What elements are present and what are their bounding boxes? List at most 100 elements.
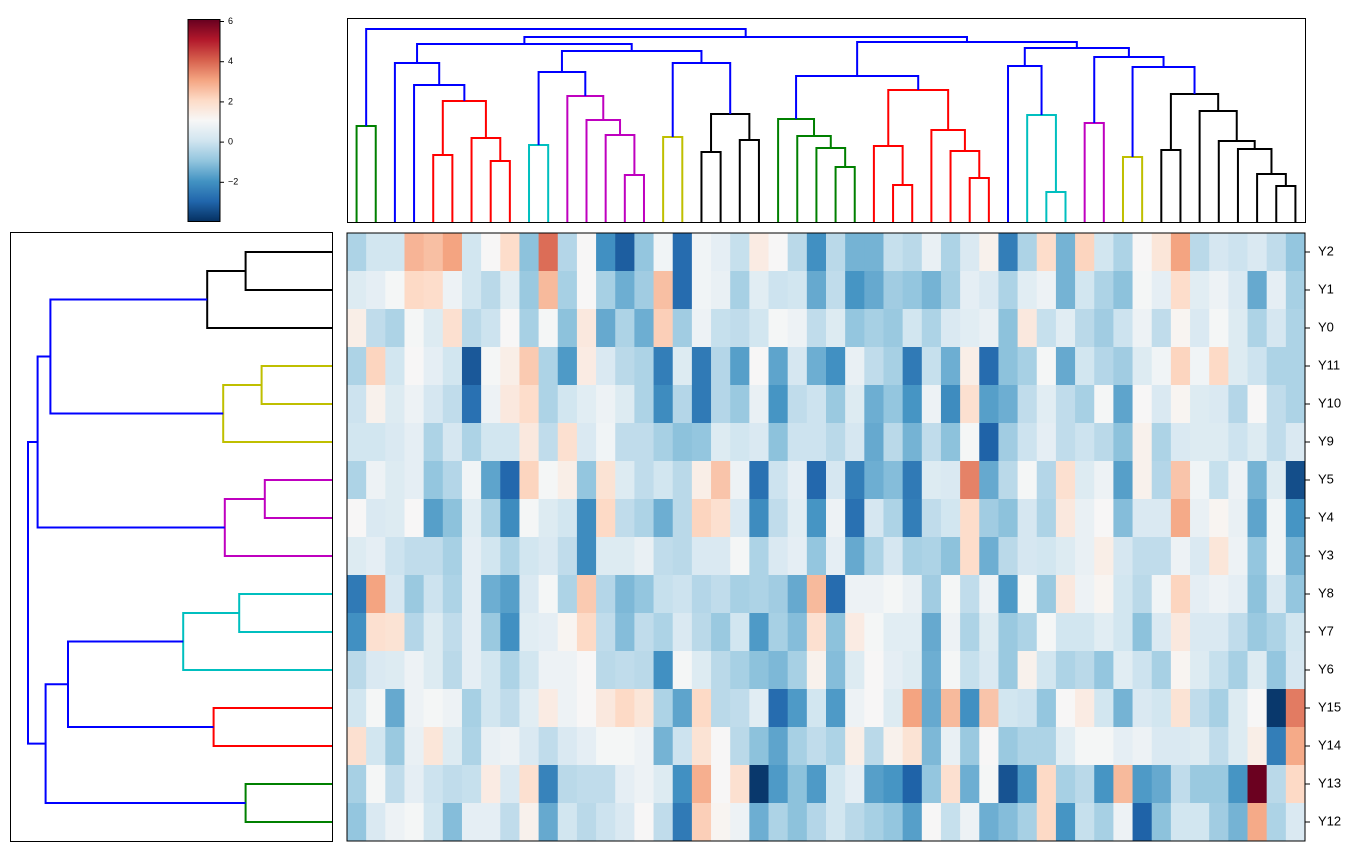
heatmap-cell [634,613,654,652]
heatmap-cell [845,537,865,576]
row-label: Y0 [1318,319,1334,334]
heatmap-cell [940,727,961,766]
heatmap-cell [1228,575,1248,614]
heatmap-cell [749,499,769,538]
heatmap-cell [691,727,712,766]
heatmap-cell [1190,423,1210,462]
heatmap-cell [1075,689,1095,728]
heatmap-cell [845,613,865,652]
heatmap-cell [768,803,789,842]
heatmap-cell [921,461,942,500]
heatmap-cell [806,803,827,842]
heatmap-cell [576,309,597,348]
colorbar-tick-label: 6 [228,16,233,26]
heatmap-cell [634,651,654,690]
heatmap-cell [1285,499,1306,538]
heatmap-cell [1075,575,1095,614]
heatmap-cell [940,385,961,424]
heatmap-cell [806,385,827,424]
colorbar-ticks: 6 4 2 0 −2 [220,16,238,187]
heatmap-cell [481,347,501,386]
heatmap-cell [1209,271,1229,310]
heatmap-cell [404,233,425,272]
heatmap-cell [366,233,386,272]
heatmap-cell [960,309,980,348]
heatmap-cell [615,575,635,614]
heatmap-cell [1094,347,1114,386]
heatmap-cell [1094,575,1114,614]
heatmap-cell [691,803,712,842]
heatmap-cell [615,613,635,652]
heatmap-cell [1209,537,1229,576]
heatmap-cell [1266,309,1287,348]
heatmap-cell [634,765,654,804]
heatmap-cell [864,309,884,348]
heatmap-cell [1285,727,1306,766]
heatmap-cell [596,689,616,728]
heatmap-cell [1266,385,1287,424]
heatmap-cell [461,461,482,500]
heatmap-cell [538,803,559,842]
colorbar-tick-label: −2 [228,177,238,187]
heatmap-cell [423,461,444,500]
heatmap-cell [787,461,808,500]
heatmap-cell [653,309,674,348]
heatmap-cell [691,575,712,614]
heatmap-cell [1209,347,1229,386]
heatmap-cell [1190,271,1210,310]
heatmap-cell [845,233,865,272]
heatmap-cell [1075,233,1095,272]
heatmap-cell [596,651,616,690]
heatmap-cell [1094,537,1114,576]
heatmap-cell [1094,499,1114,538]
heatmap-cell [1094,689,1114,728]
heatmap-cell [1190,461,1210,500]
heatmap-cell [347,765,367,804]
heatmap-cell [883,347,904,386]
heatmap-cell [461,499,482,538]
heatmap-cell [347,271,367,310]
heatmap-cell [998,347,1018,386]
heatmap-cell [787,803,808,842]
heatmap-cell [1228,727,1248,766]
heatmap-cell [730,271,750,310]
heatmap-cell [1132,613,1153,652]
heatmap-cell [940,423,961,462]
heatmap-cell [615,233,635,272]
heatmap-cell [1036,309,1057,348]
heatmap-cell [768,537,789,576]
heatmap-cell [921,271,942,310]
heatmap-cell [1132,689,1153,728]
heatmap-cell [385,347,405,386]
heatmap-cell [538,309,559,348]
heatmap-cell [576,613,597,652]
heatmap-cell [902,803,923,842]
heatmap-cell [1209,803,1229,842]
heatmap-cell [519,803,539,842]
heatmap-cell [768,689,789,728]
heatmap-cell [921,347,942,386]
heatmap-cell [1113,537,1133,576]
heatmap-cell [1266,689,1287,728]
heatmap-cell [768,461,789,500]
heatmap-cell [461,423,482,462]
heatmap-cell [366,423,386,462]
heatmap-cell [979,803,999,842]
heatmap-cell [557,803,578,842]
heatmap-cell [1151,765,1172,804]
heatmap-cell [1094,423,1114,462]
heatmap-cell [883,803,904,842]
heatmap-cell [672,271,693,310]
heatmap-cell [634,689,654,728]
heatmap-cell [500,537,520,576]
heatmap-cell [404,765,425,804]
heatmap-cell [576,385,597,424]
heatmap-cell [347,651,367,690]
heatmap-cell [557,613,578,652]
heatmap-cell [979,309,999,348]
heatmap-cell [787,233,808,272]
heatmap-cell [902,499,923,538]
row-label: Y1 [1318,281,1334,296]
heatmap-cell [864,271,884,310]
heatmap-cell [442,803,463,842]
